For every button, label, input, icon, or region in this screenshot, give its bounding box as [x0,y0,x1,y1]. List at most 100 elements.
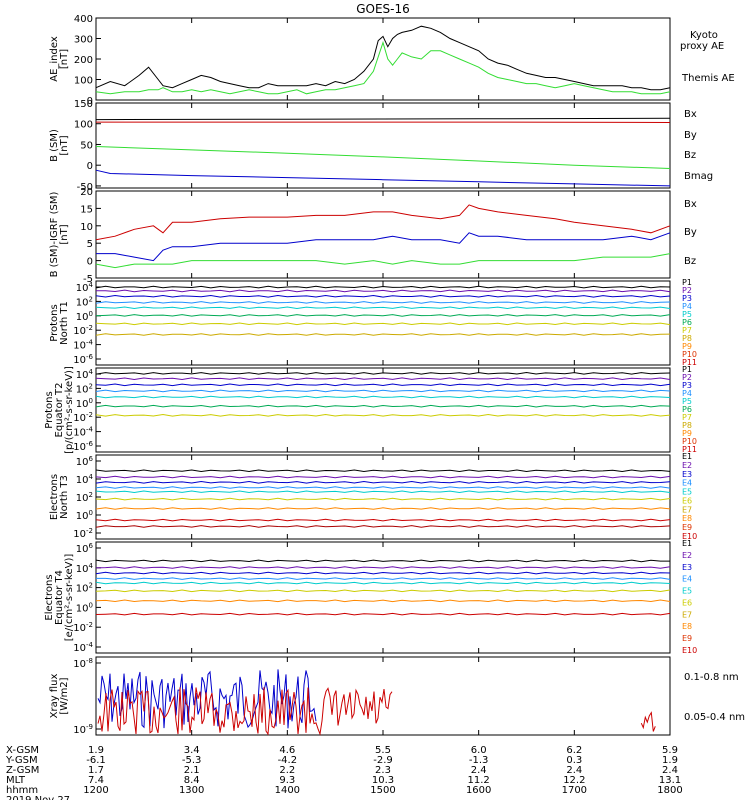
ae-panel-ylabel: [nT] [59,49,70,69]
xaxis-value: 2.4 [471,765,487,776]
ent3-series-e2 [95,475,671,479]
pet2-panel-ylabel: Protons [44,391,55,428]
pnt1-legend-p5: P5 [682,310,692,319]
bsm-panel-ylabel: [nT] [59,135,70,155]
xray-series-0.1-0.8 [97,687,393,736]
xaxis-value: 5.9 [662,745,678,756]
pet2-legend-p6: P6 [682,405,692,414]
bsm-legend-bx: Bx [684,109,697,120]
xaxis-value: -4.2 [278,755,298,766]
ent3-panel-ytick-label: 102 [76,491,93,504]
bigrf-panel-ytick-label: 10 [80,222,93,233]
pnt1-panel-ytick-label: 10-6 [73,353,93,366]
xaxis-value: -1.3 [469,755,489,766]
xaxis-value: 1400 [275,785,300,796]
bigrf-series-by [95,253,671,269]
xray-panel-ytick-label: 10-8 [73,657,93,670]
xray-series-0.1-0.8-late [640,711,656,732]
eet4-legend-e1: E1 [682,539,692,548]
xaxis-value: 1.7 [88,765,104,776]
xaxis-value: 6.2 [566,745,582,756]
eet4-series-e7 [95,599,671,603]
xaxis-value: 1.9 [88,745,104,756]
pnt1-series-p4 [95,301,671,304]
eet4-legend-e9: E9 [682,634,692,643]
pet2-panel-ylabel: [p/(cm²-s-sr-keV)] [64,366,75,454]
xray-legend-long: 0.1-0.8 nm [684,672,739,683]
ent3-panel-ytick-label: 100 [76,509,93,522]
pnt1-legend-p8: P8 [682,334,692,343]
ent3-legend-e7: E7 [682,505,692,514]
pnt1-series-p7 [95,322,671,326]
ent3-legend-e3: E3 [682,470,692,479]
xaxis-value: 8.4 [184,775,200,786]
eet4-panel-ylabel: [e/(cm²-s-sr-keV)] [64,554,75,642]
xaxis-value: 1300 [179,785,204,796]
xaxis-row-label: Y-GSM [5,755,38,766]
ent3-series-e5 [95,490,671,494]
ent3-series-e7 [95,507,671,510]
bsm-series-by [95,146,671,169]
pet2-legend-p10: P10 [682,437,697,446]
pnt1-legend-p9: P9 [682,342,692,351]
ent3-legend-e8: E8 [682,514,692,523]
ent3-series-e4 [95,486,671,489]
ent3-series-e3 [95,480,671,484]
xaxis-value: 1500 [370,785,395,796]
xaxis-row-label: MLT [6,775,26,786]
eet4-panel-ytick-label: 10-2 [73,621,93,634]
xaxis-value: 2.3 [375,765,391,776]
pnt1-panel-ytick-label: 102 [76,295,93,308]
pet2-legend-p2: P2 [682,373,692,382]
pnt1-panel-ytick-label: 10-2 [73,324,93,337]
bsm-panel-ytick-label: 150 [74,99,93,110]
pnt1-legend-p6: P6 [682,318,692,327]
bigrf-panel-ytick-label: 0 [87,257,93,268]
pet2-series-p3 [95,383,671,387]
eet4-legend-e4: E4 [682,575,692,584]
pet2-series-p4 [95,389,671,393]
eet4-legend-e3: E3 [682,563,692,572]
bsm-panel-ytick-label: 50 [80,140,93,151]
ent3-legend-e10: E10 [682,532,697,541]
pnt1-legend-p1: P1 [682,278,692,287]
bigrf-legend-bz: Bz [684,256,696,267]
pet2-panel-ytick-label: 10-2 [73,411,93,424]
bigrf-legend-by: By [684,227,697,238]
eet4-panel-ytick-label: 106 [76,542,94,555]
xaxis-value: 3.4 [184,745,200,756]
pnt1-legend-p7: P7 [682,326,692,335]
bigrf-panel-ylabel: [nT] [59,224,70,244]
ae-legend-kyoto-line2: proxy AE [680,41,724,52]
xray-panel-ylabel: Xray flux [49,674,60,719]
ae-legend-themis: Themis AE [681,73,735,84]
bigrf-panel-ytick-label: 20 [80,187,93,198]
bsm-panel-ylabel: B (SM) [49,129,60,162]
xaxis-value: 2.4 [662,765,678,776]
ent3-series-e6 [95,497,671,501]
pet2-legend-p7: P7 [682,413,692,422]
ent3-series-e9 [95,518,671,522]
eet4-panel-ytick-label: 10-4 [73,641,93,654]
ae-series-kyoto-proxy-ae [95,40,671,95]
bsm-legend-bz: Bz [684,150,696,161]
bigrf-series-bz [95,204,671,241]
pnt1-series-p5 [95,306,671,310]
xaxis-value: 0.3 [566,755,582,766]
ent3-series-e1 [95,469,671,473]
ae-panel-ytick-label: 400 [74,14,93,25]
pet2-panel-frame [95,367,671,453]
eet4-legend-e6: E6 [682,598,692,607]
pet2-series-p7 [95,413,671,417]
pnt1-series-p8 [95,333,671,336]
xaxis-value: 2.1 [184,765,200,776]
pet2-legend-p3: P3 [682,381,692,390]
eet4-legend-e10: E10 [682,646,697,655]
eet4-legend-e5: E5 [682,587,692,596]
eet4-series-e5 [95,581,671,585]
pnt1-panel-ytick-label: 104 [76,281,94,294]
ae-panel-ytick-label: 300 [74,35,93,46]
bigrf-panel-frame [95,190,671,279]
pnt1-legend-p4: P4 [682,302,692,311]
eet4-series-e3 [95,571,671,575]
